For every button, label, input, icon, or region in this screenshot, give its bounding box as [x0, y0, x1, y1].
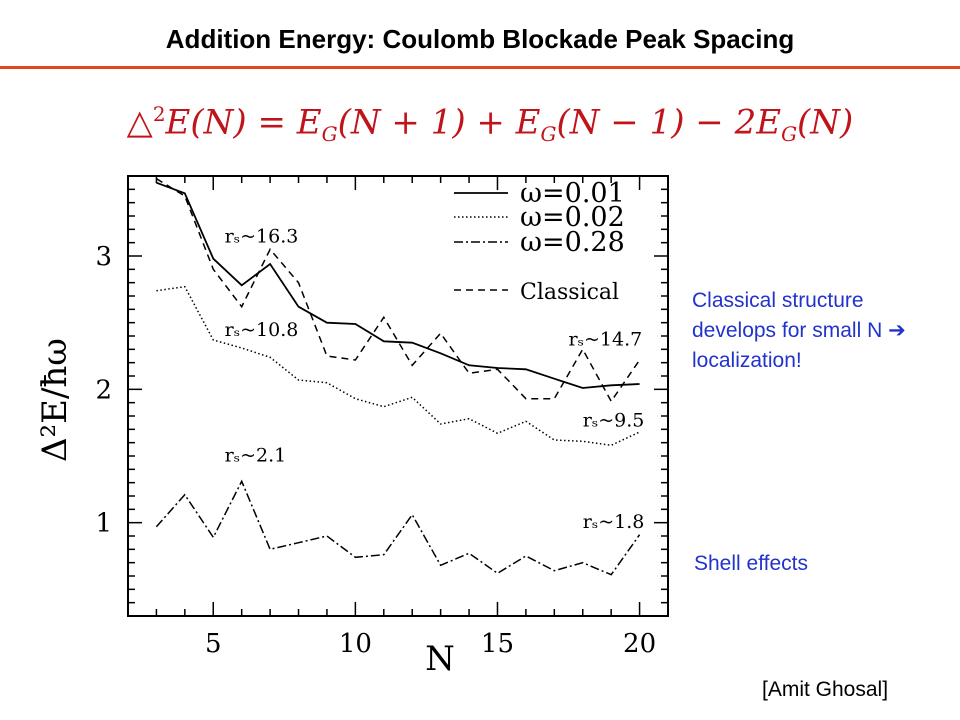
- rs-annotations: rₛ~16.3 rₛ~10.8 rₛ~2.1 rₛ~14.7 rₛ~9.5 rₛ~1.8: [225, 226, 645, 533]
- axis-ticks: [128, 176, 668, 616]
- legend: ω=0.01ω=0.02ω=0.28 Classical: [454, 178, 625, 305]
- formula-sub-g2: G: [540, 122, 557, 147]
- x-tick-label: 5: [205, 629, 222, 659]
- formula-term3: (N): [797, 102, 854, 143]
- y-tick-label: 2: [95, 375, 112, 405]
- series-line-dotted: [156, 285, 640, 447]
- formula-term2: (N − 1) − 2E: [556, 102, 782, 143]
- rs-annotation: rₛ~10.8: [225, 319, 299, 341]
- series-line-solid: [156, 181, 640, 389]
- formula-delta: △: [126, 102, 153, 143]
- slide-title: Addition Energy: Coulomb Blockade Peak S…: [165, 24, 795, 54]
- y-axis-label: Δ²E/ħω: [35, 338, 75, 462]
- x-axis-label: N: [425, 639, 455, 679]
- legend-label: ω=0.01: [520, 178, 625, 209]
- series-lines: [155, 178, 641, 576]
- classical-structure-note: Classical structure develops for small N…: [692, 289, 906, 372]
- rs-annotation: rₛ~16.3: [225, 226, 299, 248]
- formula-lhs: E(N) = E: [165, 102, 322, 143]
- y-tick-label: 1: [95, 509, 112, 539]
- plot-frame: [127, 175, 669, 617]
- series-line-dashdot: [155, 479, 641, 576]
- title-underline: [0, 66, 960, 69]
- shell-effects-note: Shell effects: [694, 552, 809, 575]
- credit: [Amit Ghosal]: [762, 678, 889, 701]
- tick-labels: 5 10 15 20 1 2 3: [95, 242, 656, 659]
- y-tick-label: 3: [95, 242, 112, 272]
- formula-square: 2: [152, 102, 166, 126]
- legend-label: ω=0.28: [520, 227, 625, 258]
- rs-annotation: rₛ~1.8: [583, 511, 645, 533]
- rs-annotation: rₛ~14.7: [569, 328, 643, 350]
- legend-label: ω=0.02: [520, 202, 625, 233]
- legend-label: Classical: [520, 280, 619, 305]
- x-tick-label: 15: [481, 629, 514, 659]
- rs-annotation: rₛ~9.5: [583, 410, 645, 432]
- formula-sub-g3: G: [781, 122, 798, 147]
- rs-annotation: rₛ~2.1: [225, 444, 287, 466]
- addition-energy-formula: △2E(N) = EG(N + 1) + EG(N − 1) − 2EG(N): [120, 102, 860, 146]
- x-tick-label: 20: [623, 629, 656, 659]
- x-tick-label: 10: [339, 629, 372, 659]
- formula-sub-g1: G: [321, 122, 338, 147]
- formula-term1: (N + 1) + E: [337, 102, 541, 143]
